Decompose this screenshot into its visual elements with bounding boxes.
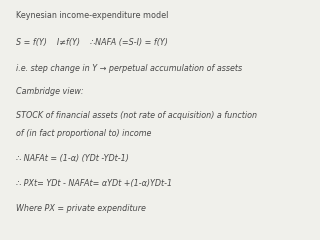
Text: STOCK of financial assets (not rate of acquisition) a function: STOCK of financial assets (not rate of a… xyxy=(16,111,257,120)
Text: i.e. step change in Y → perpetual accumulation of assets: i.e. step change in Y → perpetual accumu… xyxy=(16,64,242,73)
Text: of (in fact proportional to) income: of (in fact proportional to) income xyxy=(16,129,151,138)
Text: Where PX = private expenditure: Where PX = private expenditure xyxy=(16,204,146,213)
Text: ∴ PXt= YDt - NAFAt= αYDt +(1-α)YDt-1: ∴ PXt= YDt - NAFAt= αYDt +(1-α)YDt-1 xyxy=(16,179,172,188)
Text: Keynesian income-expenditure model: Keynesian income-expenditure model xyxy=(16,11,168,20)
Text: Cambridge view:: Cambridge view: xyxy=(16,87,84,96)
Text: ∴ NAFAt = (1-α) (YDt -YDt-1): ∴ NAFAt = (1-α) (YDt -YDt-1) xyxy=(16,154,129,163)
Text: S = f(Y)    I≠f(Y)    ∴NAFA (=S-I) = f(Y): S = f(Y) I≠f(Y) ∴NAFA (=S-I) = f(Y) xyxy=(16,37,168,47)
